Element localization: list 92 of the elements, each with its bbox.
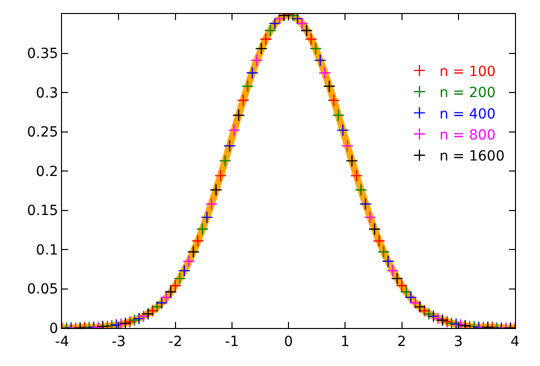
y-tick-label: 0.05	[27, 282, 58, 298]
legend-label: n = 200	[439, 85, 496, 102]
point	[427, 310, 440, 322]
x-tick-label: 1	[340, 334, 350, 350]
point	[169, 279, 182, 292]
point	[210, 184, 222, 196]
point	[228, 124, 240, 136]
legend-label: n = 400	[439, 106, 496, 122]
point	[409, 296, 422, 310]
point	[382, 255, 394, 268]
point	[422, 308, 436, 320]
point	[150, 300, 164, 314]
point	[182, 255, 196, 268]
point	[432, 312, 444, 325]
point	[137, 310, 150, 322]
point	[250, 54, 263, 67]
point	[214, 170, 227, 182]
point	[232, 109, 245, 122]
point	[364, 211, 376, 224]
point	[132, 312, 146, 325]
point	[440, 316, 454, 328]
point	[205, 198, 218, 210]
point	[296, 17, 308, 30]
x-tick-label: 4	[510, 334, 520, 350]
point	[128, 314, 141, 326]
point	[114, 318, 128, 328]
y-tick-label: 0.3	[36, 85, 58, 102]
point	[377, 246, 390, 258]
y-tick-label: 0.15	[27, 203, 58, 220]
point	[187, 246, 200, 258]
point	[255, 42, 268, 55]
point	[273, 14, 286, 25]
point	[264, 24, 277, 37]
x-tick-label: 0	[284, 334, 293, 350]
point	[164, 286, 177, 298]
point	[196, 222, 209, 236]
point	[372, 234, 386, 248]
point	[178, 264, 191, 277]
point	[328, 94, 340, 107]
x-tick-label: -2	[168, 334, 182, 350]
point	[350, 170, 363, 182]
point	[174, 272, 186, 285]
x-tick-label: -1	[224, 334, 239, 350]
point	[223, 140, 236, 152]
point	[192, 234, 204, 248]
legend-label: n = 800	[439, 127, 496, 144]
point	[391, 272, 404, 285]
point	[268, 17, 282, 30]
point	[418, 304, 431, 317]
point	[200, 211, 214, 224]
point	[218, 154, 232, 167]
point	[304, 32, 318, 46]
legend-label: n = 100	[439, 64, 496, 80]
legend-label: n = 1600	[439, 148, 505, 165]
y-tick-label: 0.1	[36, 242, 58, 258]
point	[146, 304, 159, 317]
y-tick-label: 0.25	[27, 124, 58, 141]
point	[336, 124, 350, 136]
point	[346, 154, 358, 167]
point	[314, 54, 326, 67]
point	[400, 286, 412, 298]
point	[323, 80, 336, 92]
point	[368, 222, 381, 236]
point	[450, 318, 462, 328]
point	[404, 291, 418, 304]
point	[341, 140, 354, 152]
point	[396, 279, 408, 292]
point	[332, 109, 345, 122]
point	[246, 66, 258, 80]
x-tick-label: -3	[112, 334, 126, 350]
y-tick-label: 0.35	[27, 46, 58, 62]
point	[291, 14, 304, 25]
x-tick-label: 3	[454, 334, 463, 350]
point	[386, 264, 399, 277]
point	[119, 317, 132, 328]
point	[155, 296, 168, 310]
point	[237, 94, 250, 107]
y-tick-label: 0.2	[36, 164, 58, 180]
point	[160, 291, 172, 304]
point	[300, 24, 313, 37]
point	[436, 314, 449, 326]
point	[359, 198, 372, 210]
point	[309, 42, 322, 55]
point	[354, 184, 368, 196]
point	[260, 32, 272, 46]
point	[318, 66, 331, 80]
x-tick-label: 2	[397, 334, 406, 350]
point	[142, 308, 154, 320]
point	[124, 316, 136, 328]
point	[445, 317, 458, 328]
point	[242, 80, 254, 92]
point	[414, 300, 426, 314]
